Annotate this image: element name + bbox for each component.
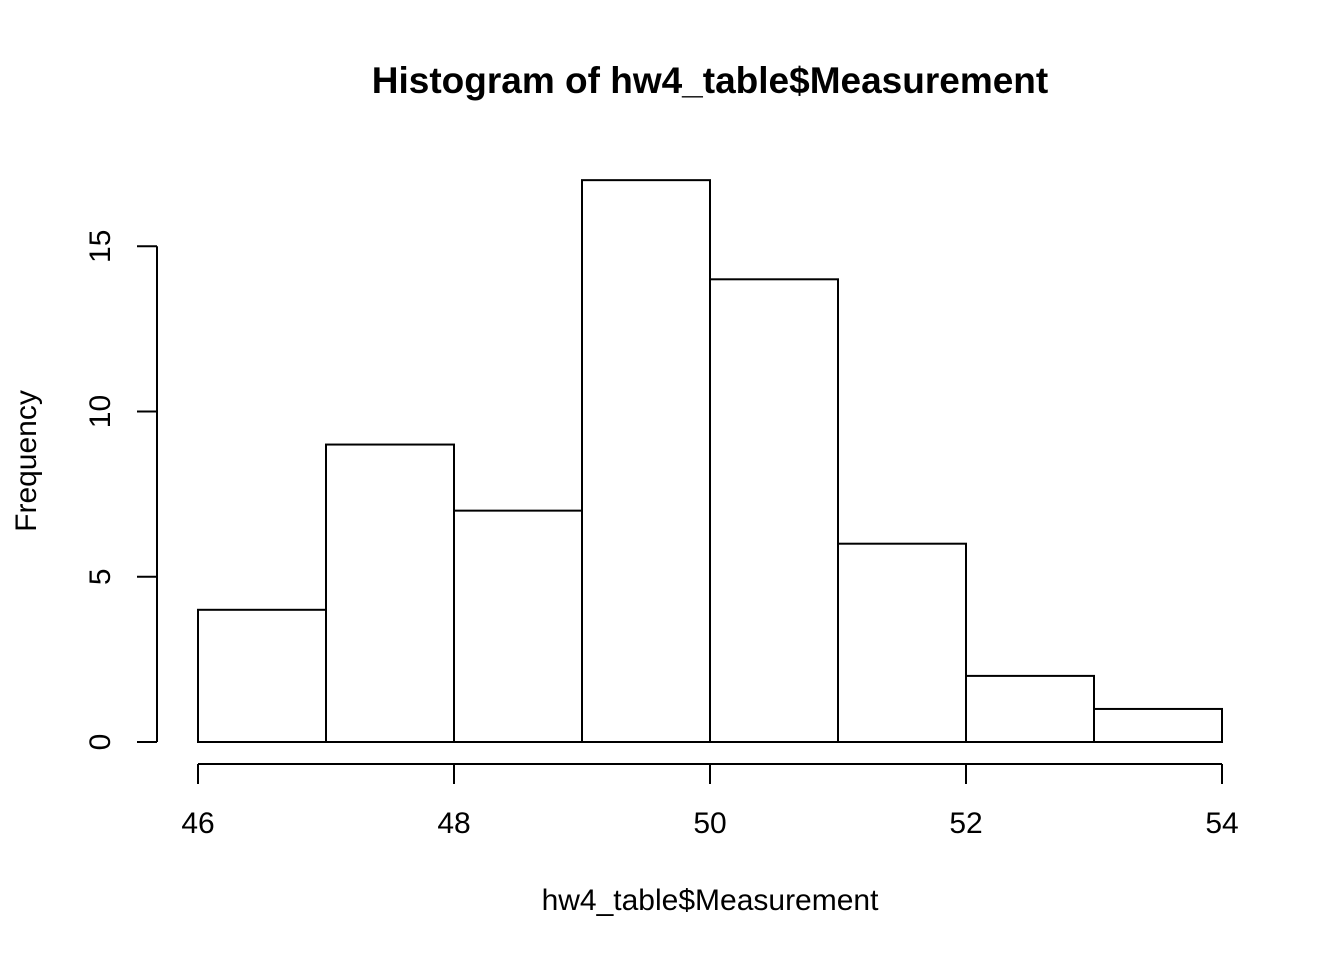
y-tick-label: 5 bbox=[84, 568, 117, 585]
histogram-bar bbox=[581, 179, 711, 743]
x-tick-label: 54 bbox=[1205, 807, 1238, 840]
y-axis-label: Frequency bbox=[10, 390, 43, 532]
x-axis-label: hw4_table$Measurement bbox=[542, 884, 880, 917]
y-tick-label: 0 bbox=[84, 734, 117, 751]
histogram-bar bbox=[197, 608, 327, 743]
histogram-bar bbox=[325, 443, 455, 743]
histogram-bar bbox=[837, 542, 967, 744]
y-axis: 0 5 10 15 bbox=[84, 230, 158, 751]
x-tick-label: 50 bbox=[693, 807, 726, 840]
histogram-bar bbox=[453, 509, 583, 743]
y-tick-label: 15 bbox=[84, 230, 117, 263]
y-tick-label: 10 bbox=[84, 395, 117, 428]
histogram-bar bbox=[1093, 707, 1223, 744]
x-tick-label: 46 bbox=[181, 807, 214, 840]
histogram-bar bbox=[965, 674, 1095, 744]
x-axis: 46 48 50 52 54 bbox=[181, 763, 1239, 840]
chart-title: Histogram of hw4_table$Measurement bbox=[372, 60, 1048, 101]
histogram-bar bbox=[709, 278, 839, 743]
x-tick-label: 48 bbox=[437, 807, 470, 840]
bars-group bbox=[197, 179, 1223, 744]
x-tick-label: 52 bbox=[949, 807, 982, 840]
